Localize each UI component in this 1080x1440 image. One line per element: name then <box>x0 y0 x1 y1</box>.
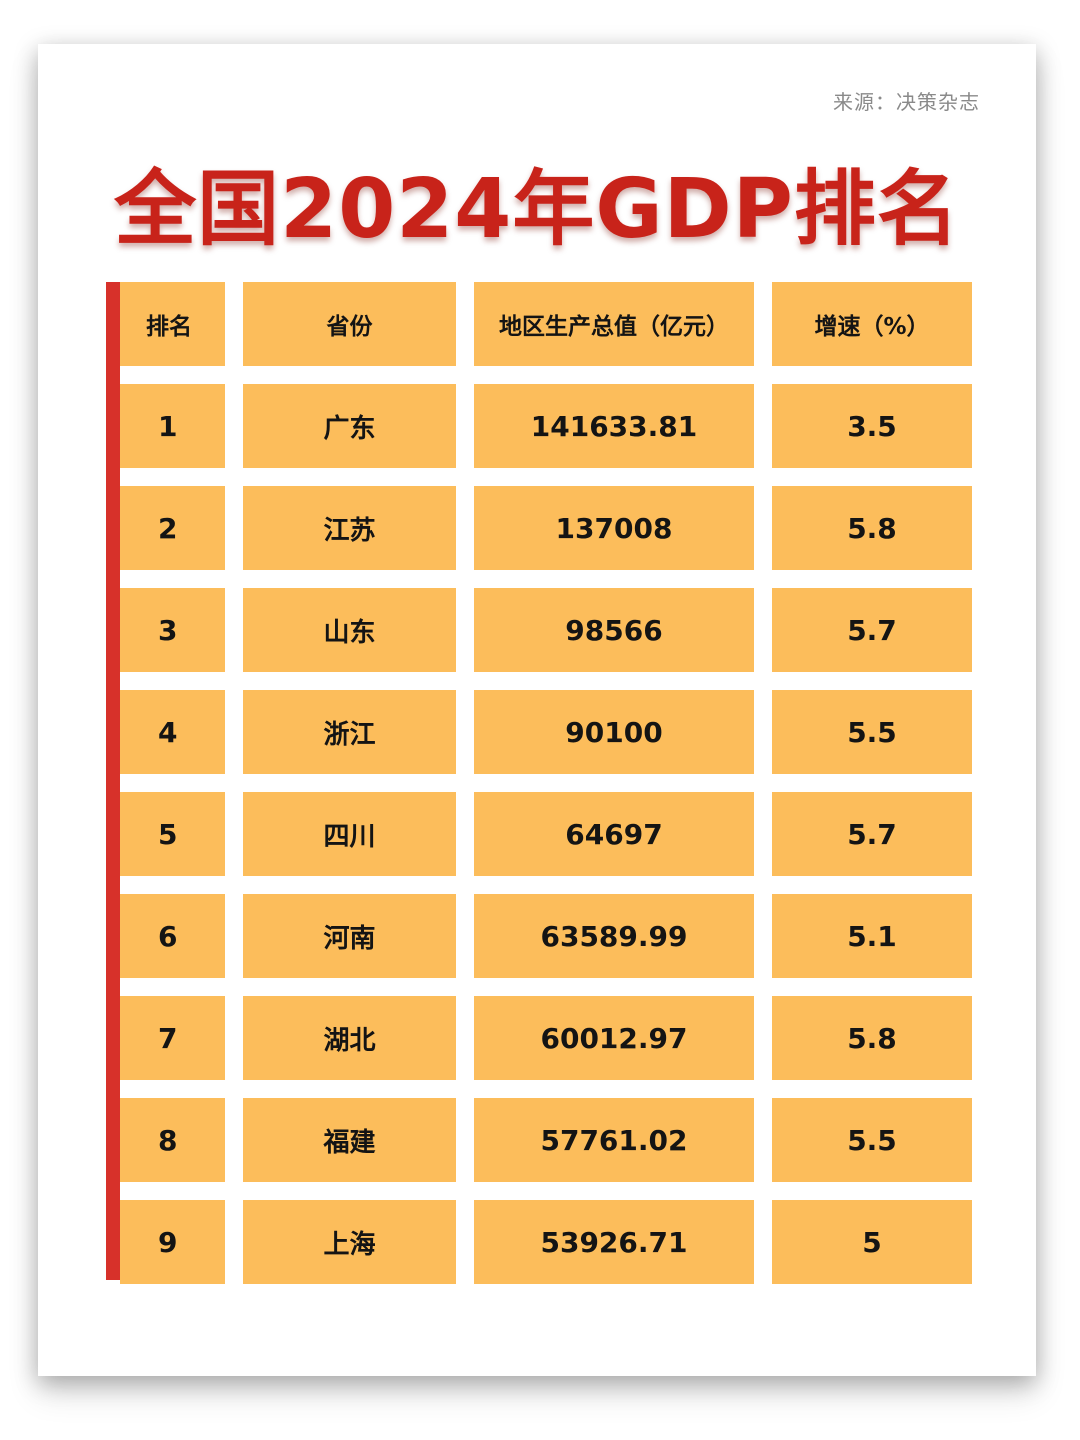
header-province: 省份 <box>243 282 456 366</box>
rank-cell: 7 <box>120 996 225 1080</box>
rank-cell: 6 <box>120 894 225 978</box>
growth-cell: 5.5 <box>772 1098 972 1182</box>
rank-cell: 9 <box>120 1200 225 1284</box>
table-row: 6 河南 63589.99 5.1 <box>120 894 972 978</box>
gdp-cell: 98566 <box>474 588 754 672</box>
province-cell: 广东 <box>243 384 456 468</box>
growth-cell: 5.8 <box>772 996 972 1080</box>
table-row: 5 四川 64697 5.7 <box>120 792 972 876</box>
accent-bar <box>106 282 120 1280</box>
province-cell: 福建 <box>243 1098 456 1182</box>
province-cell: 浙江 <box>243 690 456 774</box>
growth-cell: 3.5 <box>772 384 972 468</box>
table-row: 8 福建 57761.02 5.5 <box>120 1098 972 1182</box>
province-cell: 四川 <box>243 792 456 876</box>
province-cell: 上海 <box>243 1200 456 1284</box>
province-cell: 山东 <box>243 588 456 672</box>
rank-cell: 5 <box>120 792 225 876</box>
table-header-row: 排名 省份 地区生产总值（亿元） 增速（%） <box>120 282 972 366</box>
rank-cell: 8 <box>120 1098 225 1182</box>
rank-cell: 3 <box>120 588 225 672</box>
rank-cell: 1 <box>120 384 225 468</box>
table-row: 1 广东 141633.81 3.5 <box>120 384 972 468</box>
table-row: 4 浙江 90100 5.5 <box>120 690 972 774</box>
gdp-cell: 90100 <box>474 690 754 774</box>
header-growth: 增速（%） <box>772 282 972 366</box>
growth-cell: 5 <box>772 1200 972 1284</box>
province-cell: 江苏 <box>243 486 456 570</box>
province-cell: 河南 <box>243 894 456 978</box>
table-row: 9 上海 53926.71 5 <box>120 1200 972 1284</box>
page-title: 全国2024年GDP排名 <box>114 162 960 257</box>
growth-cell: 5.7 <box>772 588 972 672</box>
province-cell: 湖北 <box>243 996 456 1080</box>
table-row: 3 山东 98566 5.7 <box>120 588 972 672</box>
gdp-cell: 60012.97 <box>474 996 754 1080</box>
rank-cell: 2 <box>120 486 225 570</box>
growth-cell: 5.5 <box>772 690 972 774</box>
growth-cell: 5.1 <box>772 894 972 978</box>
gdp-table: 排名 省份 地区生产总值（亿元） 增速（%） 1 广东 141633.81 3.… <box>120 282 972 1302</box>
header-rank: 排名 <box>120 282 225 366</box>
growth-cell: 5.7 <box>772 792 972 876</box>
source-label: 来源：决策杂志 <box>833 90 980 114</box>
gdp-cell: 64697 <box>474 792 754 876</box>
gdp-cell: 57761.02 <box>474 1098 754 1182</box>
table-row: 2 江苏 137008 5.8 <box>120 486 972 570</box>
growth-cell: 5.8 <box>772 486 972 570</box>
table-row: 7 湖北 60012.97 5.8 <box>120 996 972 1080</box>
rank-cell: 4 <box>120 690 225 774</box>
gdp-cell: 63589.99 <box>474 894 754 978</box>
document-card: 来源：决策杂志 全国2024年GDP排名 排名 省份 地区生产总值（亿元） 增速… <box>38 44 1036 1376</box>
gdp-cell: 53926.71 <box>474 1200 754 1284</box>
gdp-cell: 141633.81 <box>474 384 754 468</box>
header-gdp: 地区生产总值（亿元） <box>474 282 754 366</box>
gdp-cell: 137008 <box>474 486 754 570</box>
